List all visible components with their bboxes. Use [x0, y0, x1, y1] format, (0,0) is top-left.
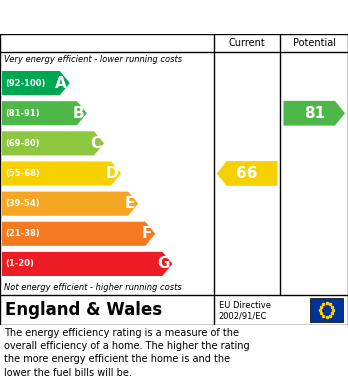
- Text: A: A: [55, 75, 67, 91]
- Text: 66: 66: [236, 166, 258, 181]
- Text: C: C: [90, 136, 101, 151]
- Polygon shape: [2, 131, 104, 155]
- Text: B: B: [72, 106, 84, 121]
- Text: (39-54): (39-54): [5, 199, 40, 208]
- Polygon shape: [2, 71, 70, 95]
- Text: F: F: [142, 226, 152, 241]
- Text: E: E: [125, 196, 135, 211]
- Text: (81-91): (81-91): [5, 109, 40, 118]
- Polygon shape: [2, 101, 87, 125]
- Polygon shape: [284, 101, 345, 126]
- Polygon shape: [2, 252, 172, 276]
- Polygon shape: [217, 161, 277, 186]
- Text: The energy efficiency rating is a measure of the
overall efficiency of a home. T: The energy efficiency rating is a measur…: [4, 328, 250, 378]
- Text: Not energy efficient - higher running costs: Not energy efficient - higher running co…: [4, 283, 182, 292]
- Bar: [310, 298, 343, 322]
- Text: Energy Efficiency Rating: Energy Efficiency Rating: [10, 9, 220, 25]
- Text: 81: 81: [304, 106, 325, 121]
- Text: (55-68): (55-68): [5, 169, 40, 178]
- Text: Very energy efficient - lower running costs: Very energy efficient - lower running co…: [4, 56, 182, 65]
- Text: (1-20): (1-20): [5, 260, 34, 269]
- Text: EU Directive: EU Directive: [219, 301, 271, 310]
- Text: D: D: [105, 166, 118, 181]
- Polygon shape: [2, 222, 155, 246]
- Text: (92-100): (92-100): [5, 79, 45, 88]
- Text: England & Wales: England & Wales: [5, 301, 162, 319]
- Polygon shape: [2, 192, 138, 216]
- Text: Potential: Potential: [293, 38, 336, 48]
- Polygon shape: [2, 161, 121, 186]
- Text: (69-80): (69-80): [5, 139, 40, 148]
- Text: (21-38): (21-38): [5, 229, 40, 238]
- Text: Current: Current: [229, 38, 266, 48]
- Text: G: G: [157, 256, 169, 271]
- Text: 2002/91/EC: 2002/91/EC: [219, 312, 267, 321]
